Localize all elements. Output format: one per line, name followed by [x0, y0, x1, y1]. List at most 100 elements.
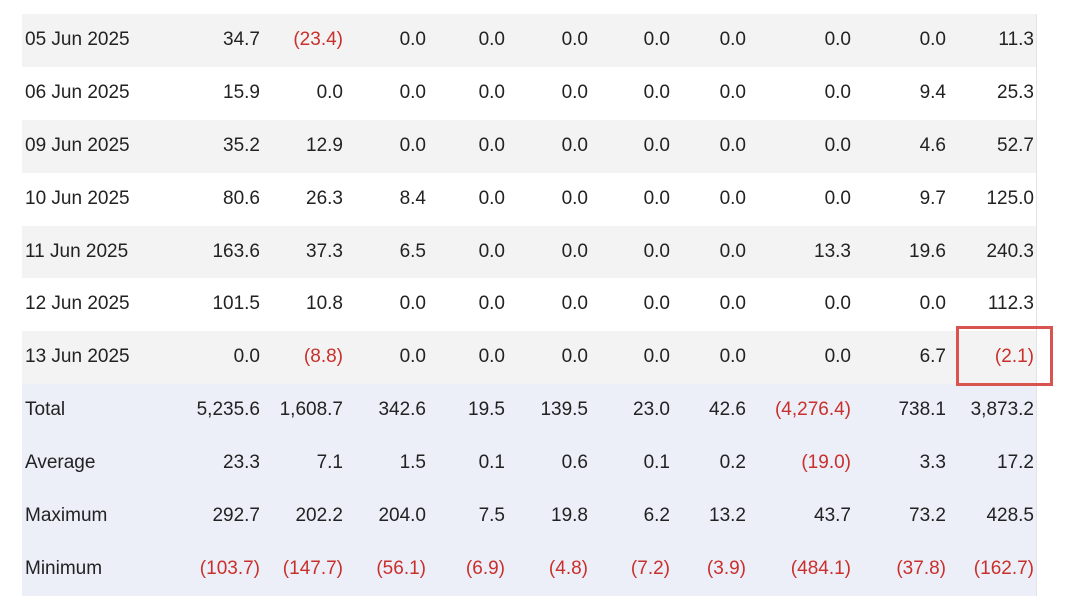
table-row: 12 Jun 2025 101.5 10.8 0.0 0.0 0.0 0.0 0.0 0.0 0.… [22, 278, 1036, 332]
value-cell: 738.1 [898, 399, 946, 421]
value-cell: 3,873.2 [970, 399, 1034, 421]
value-cell: 101.5 [212, 293, 260, 315]
value-cell: 0.0 [719, 240, 746, 262]
value-cell: 10.8 [306, 293, 343, 315]
value-cell: (3.9) [706, 557, 746, 579]
value-cell: 0.0 [478, 240, 505, 262]
value-cell: (2.1) [994, 346, 1034, 368]
value-cell: 0.0 [561, 81, 588, 103]
value-cell: 342.6 [378, 399, 426, 421]
value-cell: 23.0 [633, 399, 670, 421]
value-cell: 7.5 [478, 505, 505, 527]
value-cell: 19.5 [468, 399, 505, 421]
value-cell: 0.0 [399, 346, 426, 368]
value-cell: 15.9 [223, 81, 260, 103]
value-cell: 0.0 [478, 29, 505, 50]
value-cell: 163.6 [212, 240, 260, 262]
value-cell: 0.0 [478, 81, 505, 103]
value-cell: (4,276.4) [774, 399, 851, 421]
value-cell: 292.7 [212, 505, 260, 527]
value-cell: 19.6 [909, 240, 946, 262]
value-cell: 43.7 [814, 505, 851, 527]
value-cell: 0.0 [643, 187, 670, 209]
value-cell: 0.0 [399, 81, 426, 103]
table-row: 11 Jun 2025 163.6 37.3 6.5 0.0 0.0 0.0 0.0 13.3 1… [22, 225, 1036, 279]
value-cell: 3.3 [919, 452, 946, 474]
value-cell: (4.8) [548, 557, 588, 579]
value-cell: 7.1 [316, 452, 343, 474]
value-cell: 0.0 [824, 187, 851, 209]
value-cell: (162.7) [973, 557, 1034, 579]
value-cell: (37.8) [896, 557, 946, 579]
summary-row: Maximum 292.7 202.2 204.0 7.5 19.8 6.2 13.2 43.7… [22, 490, 1036, 543]
value-cell: 0.0 [399, 134, 426, 156]
value-cell: 0.0 [824, 81, 851, 103]
value-cell: 0.0 [478, 346, 505, 368]
row-label: Maximum [25, 505, 108, 527]
value-cell: 52.7 [997, 134, 1034, 156]
value-cell: 0.0 [478, 293, 505, 315]
row-label: Minimum [25, 557, 103, 579]
value-cell: 0.0 [824, 293, 851, 315]
value-cell: 0.0 [719, 346, 746, 368]
value-cell: (56.1) [376, 557, 426, 579]
value-cell: 240.3 [986, 240, 1034, 262]
value-cell: (23.4) [293, 29, 343, 50]
value-cell: 6.2 [643, 505, 670, 527]
value-cell: 25.3 [997, 81, 1034, 103]
value-cell: 0.0 [561, 187, 588, 209]
value-cell: 125.0 [986, 187, 1034, 209]
value-cell: 80.6 [223, 187, 260, 209]
value-cell: 11.3 [998, 29, 1034, 50]
value-cell: 0.0 [643, 29, 670, 50]
value-cell: 0.0 [399, 29, 426, 50]
value-cell: 0.0 [824, 29, 851, 50]
value-cell: 0.0 [643, 346, 670, 368]
row-label: Total [25, 399, 66, 421]
value-cell: 0.0 [399, 293, 426, 315]
value-cell: (19.0) [801, 452, 851, 474]
value-cell: 0.0 [478, 134, 505, 156]
value-cell: 0.0 [824, 134, 851, 156]
value-cell: (7.2) [630, 557, 670, 579]
value-cell: 0.0 [478, 187, 505, 209]
value-cell: 0.0 [316, 81, 343, 103]
value-cell: 202.2 [295, 505, 343, 527]
value-cell: 0.1 [478, 452, 505, 474]
value-cell: 13.3 [814, 240, 851, 262]
data-table: 05 Jun 2025 34.7 (23.4) 0.0 0.0 0.0 0.0 0.0 0.0 0… [22, 14, 1037, 596]
value-cell: 0.0 [643, 134, 670, 156]
value-cell: 0.0 [561, 293, 588, 315]
value-cell: (8.8) [303, 346, 343, 368]
value-cell: 17.2 [997, 452, 1034, 474]
value-cell: 0.0 [233, 346, 260, 368]
table-row: 10 Jun 2025 80.6 26.3 8.4 0.0 0.0 0.0 0.0 0.0 9.7… [22, 172, 1036, 226]
value-cell: (103.7) [199, 557, 260, 579]
table-row: 05 Jun 2025 34.7 (23.4) 0.0 0.0 0.0 0.0 0.0 0.0 0… [22, 14, 1036, 67]
value-cell: 0.2 [719, 452, 746, 474]
highlight-box [956, 326, 1053, 386]
row-label: 11 Jun 2025 [25, 240, 129, 262]
value-cell: 0.0 [719, 29, 746, 50]
value-cell: (484.1) [790, 557, 851, 579]
value-cell: 0.0 [643, 293, 670, 315]
value-cell: 0.1 [643, 452, 670, 474]
table-row: 09 Jun 2025 35.2 12.9 0.0 0.0 0.0 0.0 0.0 0.0 4.6… [22, 119, 1036, 173]
value-cell: 5,235.6 [196, 399, 260, 421]
row-label: 12 Jun 2025 [25, 293, 130, 315]
summary-row: Average 23.3 7.1 1.5 0.1 0.6 0.1 0.2 (19.0) 3.3 17… [22, 437, 1036, 491]
value-cell: 0.0 [919, 29, 946, 50]
value-cell: 0.0 [643, 240, 670, 262]
row-label: 05 Jun 2025 [25, 29, 130, 50]
value-cell: 12.9 [306, 134, 343, 156]
row-label: Average [25, 452, 96, 474]
row-label: 09 Jun 2025 [25, 134, 130, 156]
value-cell: 35.2 [223, 134, 260, 156]
value-cell: 0.0 [561, 29, 588, 50]
value-cell: (6.9) [465, 557, 505, 579]
value-cell: 0.0 [719, 134, 746, 156]
value-cell: 37.3 [306, 240, 343, 262]
value-cell: 4.6 [919, 134, 946, 156]
value-cell: 0.0 [561, 240, 588, 262]
value-cell: 6.5 [399, 240, 426, 262]
